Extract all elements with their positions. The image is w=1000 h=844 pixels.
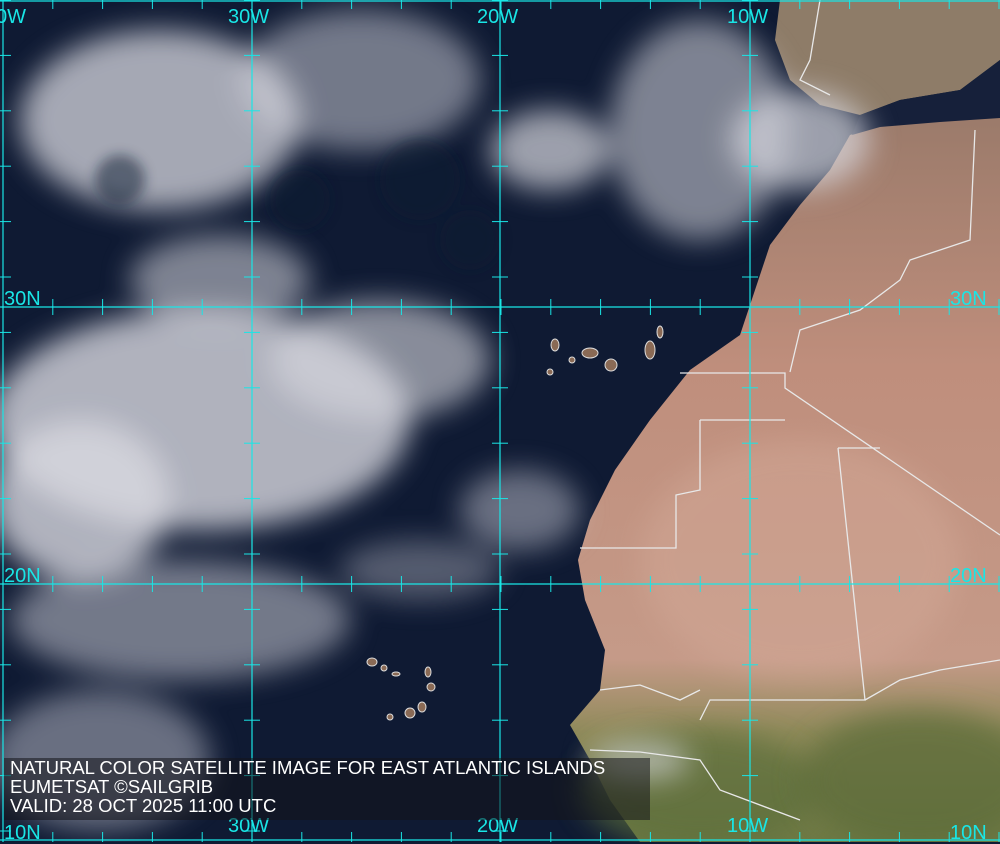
lon-label-bottom: 10W — [727, 815, 769, 837]
lon-label-top: 20W — [477, 6, 519, 28]
country-borders — [580, 0, 1000, 821]
caption-valid-time: VALID: 28 OCT 2025 11:00 UTC — [10, 795, 277, 816]
lat-label-left: 30N — [4, 288, 41, 310]
caption-title: NATURAL COLOR SATELLITE IMAGE FOR EAST A… — [10, 757, 606, 778]
lon-label-bottom: 20W — [477, 815, 519, 837]
lat-label-right: 20N — [950, 565, 987, 587]
lat-label-right: 10N — [950, 822, 987, 844]
land-iberia — [775, 0, 1000, 115]
mediterranean — [852, 60, 1000, 135]
sahara-haze — [640, 440, 960, 680]
cloud-texture — [95, 140, 500, 270]
caption-box: NATURAL COLOR SATELLITE IMAGE FOR EAST A… — [4, 758, 650, 820]
lon-label-bottom: 30W — [228, 815, 270, 837]
lon-label-top: 30W — [228, 6, 270, 28]
lon-label-top: 10W — [727, 6, 769, 28]
vegetation — [800, 710, 1000, 842]
lat-label-right: 30N — [950, 288, 987, 310]
canary-islands — [546, 325, 664, 376]
lat-label-left: 20N — [4, 565, 41, 587]
lon-label-top: 0W — [0, 6, 26, 28]
caption-source: EUMETSAT ©SAILGRIB — [10, 776, 214, 797]
lat-label-left: 10N — [4, 822, 41, 844]
cape-verde-islands — [366, 657, 436, 721]
